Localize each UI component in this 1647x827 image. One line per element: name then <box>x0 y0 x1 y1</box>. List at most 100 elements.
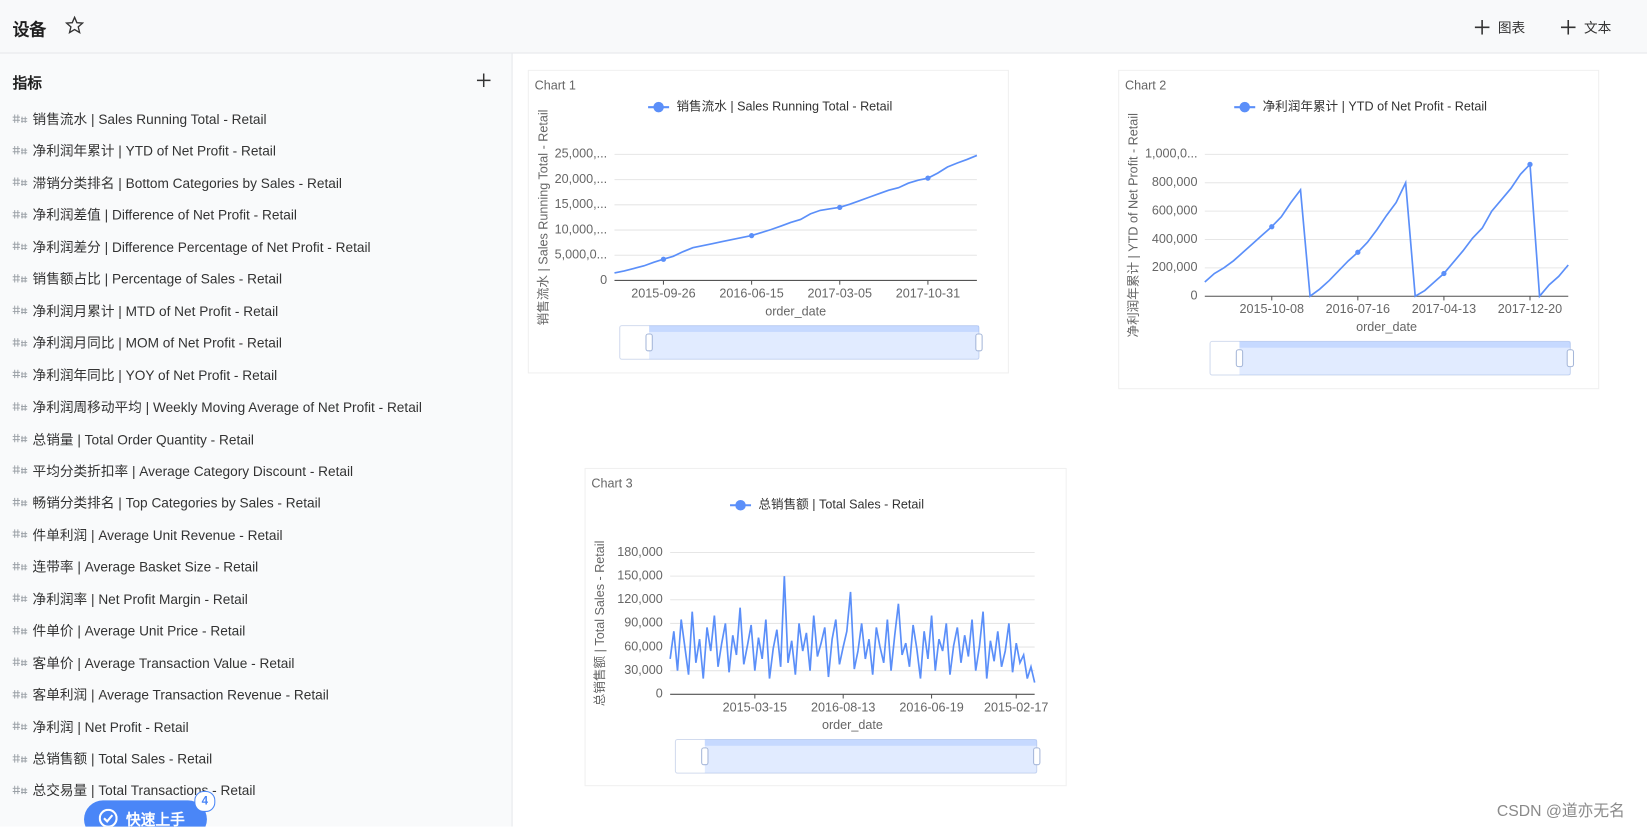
chart-card <box>527 69 1009 374</box>
badge: 4 <box>194 790 216 812</box>
chart-title: Chart 1 <box>535 78 576 92</box>
metric-item[interactable]: 净利润年同比 | YOY of Net Profit - Retail <box>12 364 278 384</box>
x-axis-label: order_date <box>822 718 883 732</box>
add-chart-button[interactable]: 图表 <box>1474 17 1526 37</box>
metric-icon <box>12 433 28 443</box>
metric-label: 总销量 | Total Order Quantity - Retail <box>32 431 254 447</box>
zoom-handle <box>701 747 709 766</box>
metric-icon <box>12 753 28 763</box>
metric-label: 平均分类折扣率 | Average Category Discount - Re… <box>32 463 354 479</box>
y-tick-label: 15,000,... <box>555 197 608 211</box>
metric-item[interactable]: 总销售额 | Total Sales - Retail <box>12 748 213 768</box>
metric-item[interactable]: 畅销分类排名 | Top Categories by Sales - Retai… <box>12 492 321 512</box>
metric-label: 销售流水 | Sales Running Total - Retail <box>32 111 267 128</box>
legend-label: 销售流水 | Sales Running Total - Retail <box>676 98 892 113</box>
quick-start-button[interactable]: 快速上手 4 <box>84 790 216 827</box>
y-tick-label: 600,000 <box>1152 203 1198 217</box>
metric-icon <box>12 241 28 251</box>
metric-label: 净利润月同比 | MOM of Net Profit - Retail <box>32 335 282 351</box>
watermark: CSDN @道亦无名 <box>1496 802 1625 821</box>
metric-label: 滞销分类排名 | Bottom Categories by Sales - Re… <box>32 175 342 192</box>
metric-label: 净利润率 | Net Profit Margin - Retail <box>32 591 248 607</box>
metric-label: 净利润差分 | Difference Percentage of Net Pro… <box>32 239 371 256</box>
metric-item[interactable]: 销售流水 | Sales Running Total - Retail <box>12 108 267 128</box>
metric-label: 件单利润 | Average Unit Revenue - Retail <box>32 527 283 543</box>
metric-item[interactable]: 销售额占比 | Percentage of Sales - Retail <box>12 268 282 288</box>
metric-label: 畅销分类排名 | Top Categories by Sales - Retai… <box>32 495 321 511</box>
metric-icon <box>12 177 28 187</box>
metric-item[interactable]: 连带率 | Average Basket Size - Retail <box>12 556 259 576</box>
y-tick-label: 5,000,0... <box>555 248 608 262</box>
point <box>1269 224 1275 230</box>
point <box>1527 161 1533 167</box>
metric-item[interactable]: 净利润差分 | Difference Percentage of Net Pro… <box>12 236 371 256</box>
x-tick-label: 2017-10-31 <box>896 286 960 300</box>
y-tick-label: 0 <box>1190 289 1197 303</box>
x-tick-label: 2017-03-05 <box>808 286 872 300</box>
x-tick-label: 2015-09-26 <box>631 286 695 300</box>
legend-label: 总销售额 | Total Sales - Retail <box>758 497 924 512</box>
metric-item[interactable]: 件单价 | Average Unit Price - Retail <box>12 620 246 640</box>
header: 设备 图表 文本 <box>0 0 1647 54</box>
plus-icon <box>1560 19 1576 35</box>
y-tick-label: 60,000 <box>624 639 663 653</box>
y-tick-label: 25,000,... <box>555 147 608 161</box>
point <box>748 232 755 239</box>
metric-item[interactable]: 净利润 | Net Profit - Retail <box>12 716 189 736</box>
add-metric-button[interactable] <box>476 73 491 88</box>
sidebar-title: 指标 <box>12 74 43 92</box>
point <box>925 175 931 181</box>
metric-item[interactable]: 净利润周移动平均 | Weekly Moving Average of Net … <box>12 396 422 416</box>
page-title: 设备 <box>12 22 47 40</box>
metric-icon <box>12 113 28 123</box>
y-tick-label: 0 <box>656 687 663 701</box>
action-label: 文本 <box>1584 19 1612 36</box>
y-tick-label: 90,000 <box>624 616 663 630</box>
metric-item[interactable]: 客单价 | Average Transaction Value - Retail <box>12 652 295 672</box>
x-tick-label: 2015-03-15 <box>723 700 787 714</box>
y-tick-label: 120,000 <box>617 592 663 606</box>
zoom-handle <box>1033 747 1041 766</box>
metric-label: 总销售额 | Total Sales - Retail <box>32 751 213 767</box>
metric-item[interactable]: 净利润率 | Net Profit Margin - Retail <box>12 588 248 608</box>
legend-marker <box>653 101 664 113</box>
metric-icon <box>12 593 28 603</box>
legend-label: 净利润年累计 | YTD of Net Profit - Retail <box>1263 99 1487 113</box>
metric-item[interactable]: 净利润月累计 | MTD of Net Profit - Retail <box>12 300 279 320</box>
metric-icon <box>12 273 28 283</box>
sidebar: 指标 销售流水 | Sales Running Total - Retail 净利… <box>0 53 513 827</box>
metric-item[interactable]: 平均分类折扣率 | Average Category Discount - Re… <box>12 460 354 480</box>
metric-item[interactable]: 滞销分类排名 | Bottom Categories by Sales - Re… <box>12 172 342 192</box>
metric-label: 净利润年同比 | YOY of Net Profit - Retail <box>32 367 278 383</box>
metric-label: 净利润 | Net Profit - Retail <box>32 719 189 735</box>
metric-item[interactable]: 净利润年累计 | YTD of Net Profit - Retail <box>12 140 276 160</box>
zoom-handle <box>975 333 983 352</box>
metric-icon <box>12 657 28 667</box>
chart-title: Chart 3 <box>591 477 632 491</box>
y-tick-label: 180,000 <box>617 545 663 559</box>
metric-icon <box>12 721 28 731</box>
metric-icon <box>12 529 28 539</box>
x-tick-label: 2017-12-20 <box>1498 302 1562 316</box>
metric-item[interactable]: 净利润月同比 | MOM of Net Profit - Retail <box>12 332 282 352</box>
metric-item[interactable]: 净利润差值 | Difference of Net Profit - Retai… <box>12 204 297 224</box>
metric-icon <box>12 369 28 379</box>
x-tick-label: 2017-04-13 <box>1412 302 1476 316</box>
x-tick-label: 2015-10-08 <box>1240 302 1304 316</box>
check-icon <box>98 808 118 827</box>
metric-item[interactable]: 客单利润 | Average Transaction Revenue - Ret… <box>12 684 329 704</box>
metric-item[interactable]: 件单利润 | Average Unit Revenue - Retail <box>12 524 283 544</box>
x-tick-label: 2016-06-19 <box>899 700 963 714</box>
y-tick-label: 1,000,0... <box>1145 147 1198 161</box>
action-label: 图表 <box>1497 19 1526 36</box>
metric-label: 件单价 | Average Unit Price - Retail <box>32 623 246 639</box>
y-axis-label: 销售流水 | Sales Running Total - Retail <box>535 110 550 326</box>
metric-label: 客单价 | Average Transaction Value - Retail <box>32 655 295 671</box>
star-button[interactable] <box>65 15 85 35</box>
legend-marker <box>735 499 746 511</box>
metric-item[interactable]: 总销量 | Total Order Quantity - Retail <box>12 428 254 448</box>
metric-icon <box>12 785 28 795</box>
zoom-handle <box>1566 349 1575 368</box>
metric-icon <box>12 625 28 635</box>
add-text-button[interactable]: 文本 <box>1560 17 1612 37</box>
